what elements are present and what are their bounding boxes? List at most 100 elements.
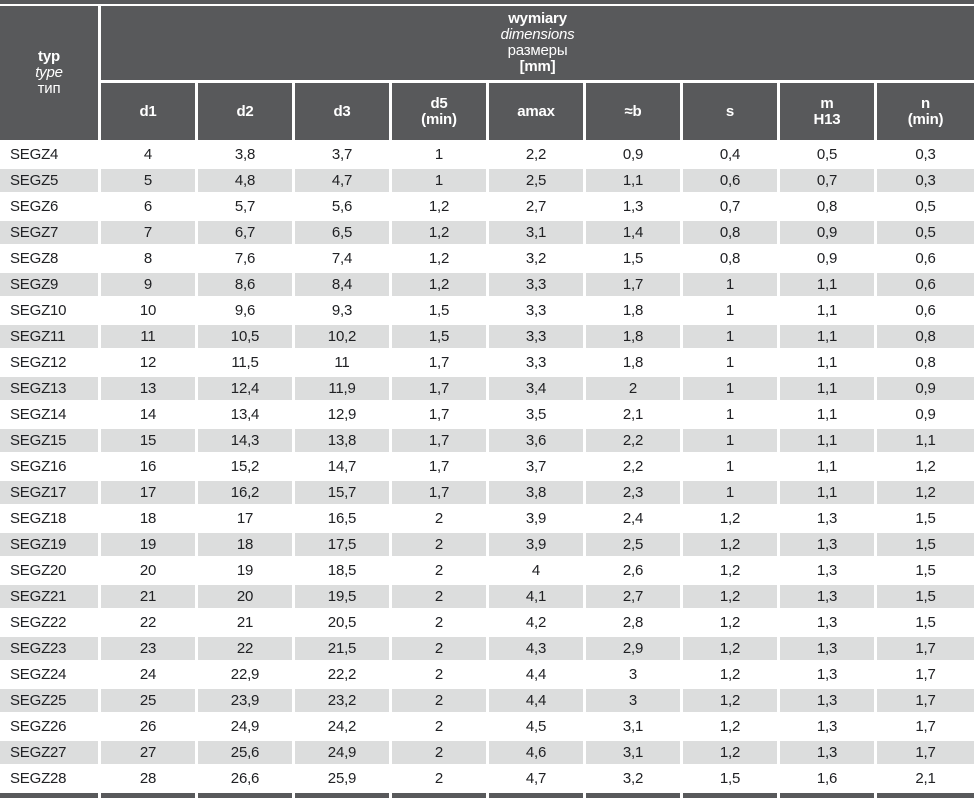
value-cell: 1,5 [877, 559, 974, 585]
bottom-border-segment [586, 793, 683, 798]
value-cell: 1,3 [780, 663, 877, 689]
value-cell: 0,9 [780, 221, 877, 247]
value-cell: 4,7 [489, 767, 586, 793]
value-cell: 10,2 [295, 325, 392, 351]
value-cell: 4,8 [198, 169, 295, 195]
value-cell: 11,9 [295, 377, 392, 403]
type-cell: SEGZ7 [0, 221, 101, 247]
type-cell: SEGZ24 [0, 663, 101, 689]
table-row: SEGZ19 19 18 17,5 2 3,9 2,5 1,2 1,3 1,5 [0, 533, 974, 559]
value-cell: 4,7 [295, 169, 392, 195]
value-cell: 23,2 [295, 689, 392, 715]
value-cell: 22 [198, 637, 295, 663]
value-cell: 3,7 [489, 455, 586, 481]
value-cell: 1 [683, 429, 780, 455]
type-cell: SEGZ9 [0, 273, 101, 299]
value-cell: 9,3 [295, 299, 392, 325]
dimensions-label-ru: размеры [507, 42, 568, 59]
value-cell: 3,8 [198, 143, 295, 169]
value-cell: 23 [101, 637, 198, 663]
bottom-border-segment [101, 793, 198, 798]
value-cell: 27 [101, 741, 198, 767]
type-cell: SEGZ12 [0, 351, 101, 377]
type-cell: SEGZ19 [0, 533, 101, 559]
value-cell: 22 [101, 611, 198, 637]
value-cell: 0,6 [877, 273, 974, 299]
type-column-header: typ type тип [0, 6, 101, 143]
table-row: SEGZ28 28 26,6 25,9 2 4,7 3,2 1,5 1,6 2,1 [0, 767, 974, 793]
value-cell: 23,9 [198, 689, 295, 715]
value-cell: 1,3 [586, 195, 683, 221]
table-row: SEGZ14 14 13,4 12,9 1,7 3,5 2,1 1 1,1 0,9 [0, 403, 974, 429]
value-cell: 12 [101, 351, 198, 377]
value-cell: 20,5 [295, 611, 392, 637]
value-cell: 14 [101, 403, 198, 429]
value-cell: 7 [101, 221, 198, 247]
value-cell: 1,5 [877, 585, 974, 611]
value-cell: 15,7 [295, 481, 392, 507]
value-cell: 20 [101, 559, 198, 585]
value-cell: 1,2 [392, 221, 489, 247]
value-cell: 0,6 [877, 247, 974, 273]
table-row: SEGZ9 9 8,6 8,4 1,2 3,3 1,7 1 1,1 0,6 [0, 273, 974, 299]
value-cell: 2,5 [489, 169, 586, 195]
value-cell: 0,7 [683, 195, 780, 221]
value-cell: 0,8 [683, 247, 780, 273]
value-cell: 2,2 [586, 455, 683, 481]
type-cell: SEGZ13 [0, 377, 101, 403]
table-body: SEGZ4 4 3,8 3,7 1 2,2 0,9 0,4 0,5 0,3 SEGZ5 5 4,8 4,7… [0, 143, 974, 793]
value-cell: 10,5 [198, 325, 295, 351]
value-cell: 1,2 [683, 689, 780, 715]
value-cell: 1,7 [392, 377, 489, 403]
value-cell: 1,1 [586, 169, 683, 195]
value-cell: 1,2 [683, 715, 780, 741]
bottom-border-segment [683, 793, 780, 798]
table-header: typ type тип wymiary dimensions размеры … [0, 6, 974, 143]
value-cell: 28 [101, 767, 198, 793]
value-cell: 1,1 [780, 403, 877, 429]
type-cell: SEGZ25 [0, 689, 101, 715]
value-cell: 24,9 [295, 741, 392, 767]
value-cell: 3,6 [489, 429, 586, 455]
table-row: SEGZ10 10 9,6 9,3 1,5 3,3 1,8 1 1,1 0,6 [0, 299, 974, 325]
value-cell: 1,2 [392, 195, 489, 221]
value-cell: 11 [101, 325, 198, 351]
value-cell: 1,3 [780, 689, 877, 715]
value-cell: 2 [392, 637, 489, 663]
value-cell: 3 [586, 663, 683, 689]
table-row: SEGZ18 18 17 16,5 2 3,9 2,4 1,2 1,3 1,5 [0, 507, 974, 533]
value-cell: 3,3 [489, 351, 586, 377]
bottom-border-segment [392, 793, 489, 798]
type-cell: SEGZ8 [0, 247, 101, 273]
type-cell: SEGZ14 [0, 403, 101, 429]
value-cell: 1,2 [683, 533, 780, 559]
value-cell: 0,9 [877, 403, 974, 429]
value-cell: 4,4 [489, 663, 586, 689]
value-cell: 24 [101, 663, 198, 689]
value-cell: 8,6 [198, 273, 295, 299]
value-cell: 1,3 [780, 507, 877, 533]
value-cell: 1,3 [780, 559, 877, 585]
value-cell: 4,3 [489, 637, 586, 663]
table-row: SEGZ17 17 16,2 15,7 1,7 3,8 2,3 1 1,1 1,2 [0, 481, 974, 507]
value-cell: 1,6 [780, 767, 877, 793]
value-cell: 1,7 [877, 689, 974, 715]
top-border-strip [0, 0, 974, 4]
value-cell: 21,5 [295, 637, 392, 663]
type-cell: SEGZ15 [0, 429, 101, 455]
value-cell: 5,7 [198, 195, 295, 221]
value-cell: 1,4 [586, 221, 683, 247]
value-cell: 16,5 [295, 507, 392, 533]
value-cell: 0,5 [780, 143, 877, 169]
bottom-border-segment [0, 793, 101, 798]
value-cell: 2,9 [586, 637, 683, 663]
value-cell: 2,5 [586, 533, 683, 559]
value-cell: 3,1 [586, 741, 683, 767]
column-header-n: n (min) [877, 83, 974, 143]
value-cell: 1,2 [683, 585, 780, 611]
type-cell: SEGZ16 [0, 455, 101, 481]
bottom-border-segment [198, 793, 295, 798]
column-header-d1: d1 [101, 83, 198, 143]
value-cell: 0,9 [877, 377, 974, 403]
value-cell: 0,8 [780, 195, 877, 221]
